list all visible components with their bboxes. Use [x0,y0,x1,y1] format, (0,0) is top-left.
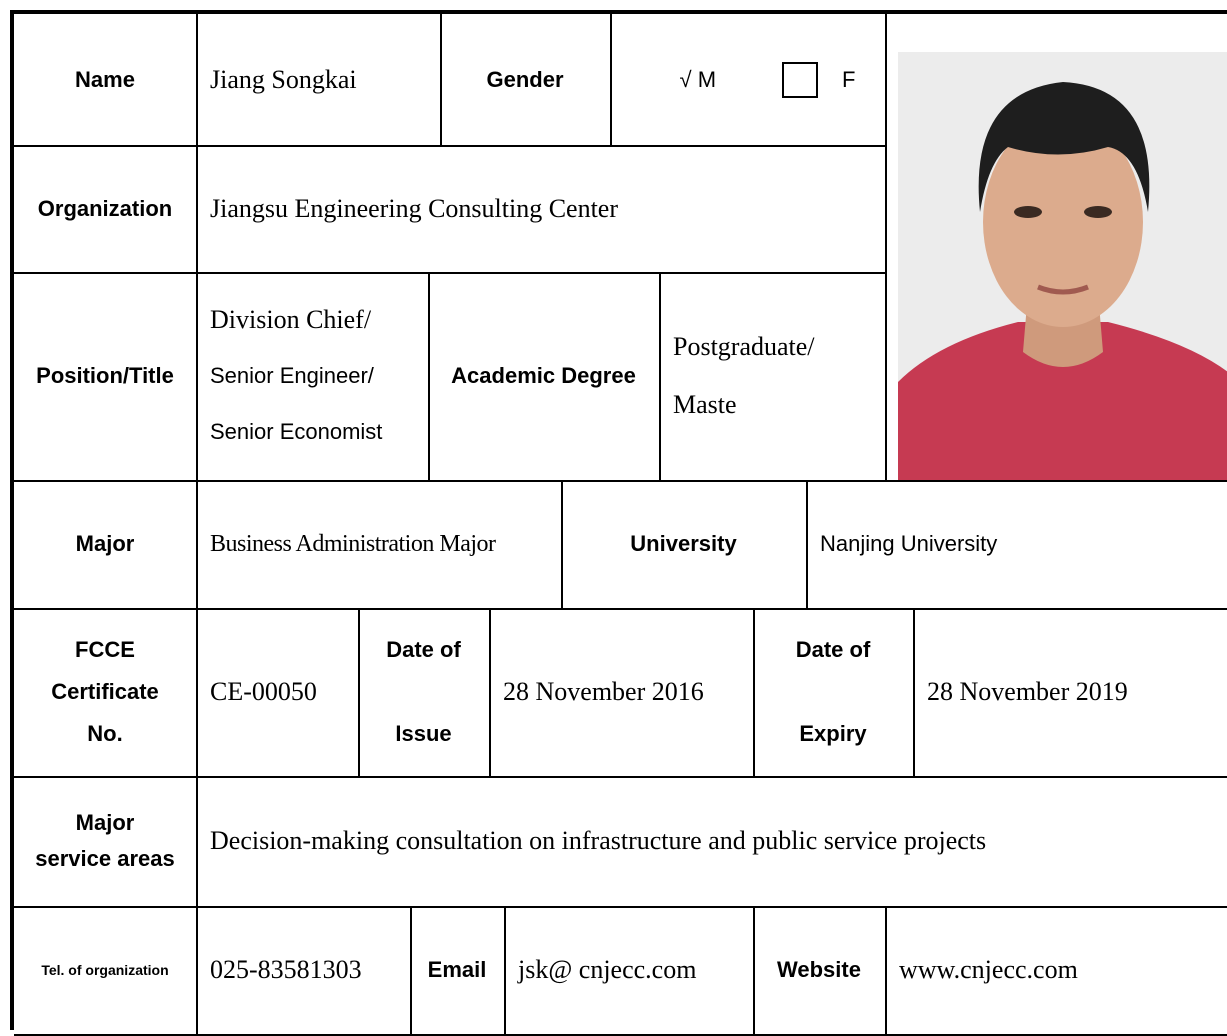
value: Decision-making consultation on infrastr… [196,776,1227,908]
text: √ M [679,66,717,92]
text: Senior Engineer/ [210,363,374,388]
label: Major [14,480,198,610]
checkbox [782,61,819,98]
text: Tel. of organization [41,962,169,978]
text: Gender [486,66,564,92]
text: Organization [37,195,173,221]
value: Division Chief/ Senior Engineer/ Senior … [196,272,430,482]
text: Division Chief/ [210,305,372,334]
text: Major [75,531,135,556]
value: www.cnjecc.com [885,906,1227,1036]
label: Major service areas [14,776,198,908]
text: Nanjing University [820,531,998,556]
text: Major [75,810,135,835]
value: Postgraduate/ Maste [659,272,887,482]
text: 28 November 2016 [503,677,704,706]
text: Position/Title [36,363,174,388]
text: Email [427,957,487,982]
form-frame [10,10,1227,1030]
value: 28 November 2019 [913,608,1227,778]
text: Jiang Songkai [210,64,357,94]
text: Certificate [51,679,159,704]
label: University [561,480,808,610]
text: Date of [386,637,461,662]
label: Email [410,906,506,1036]
text: Academic Degree [451,363,636,388]
value: CE-00050 [196,608,360,778]
text: www.cnjecc.com [899,955,1078,984]
text: No. [87,721,123,746]
label: Organization [14,145,198,274]
value: Jiang Songkai [196,14,442,147]
text: CE-00050 [210,677,317,706]
text: Website [777,957,861,982]
value: 28 November 2016 [489,608,755,778]
text: Name [75,66,135,92]
value: Business Administration Major [196,480,563,610]
value: √ M F [610,14,887,147]
text: 28 November 2019 [927,677,1128,706]
label: Website [753,906,887,1036]
label: Name [14,14,198,147]
text: Business Administration Major [210,530,496,557]
text: Maste [673,390,737,419]
text: Expiry [799,721,867,746]
text: jsk@ cnjecc.com [518,955,697,984]
text: F [842,66,856,92]
value: Jiangsu Engineering Consulting Center [196,145,887,274]
label: Date of Issue [358,608,491,778]
text: Issue [395,721,452,746]
value: jsk@ cnjecc.com [504,906,755,1036]
text: Jiangsu Engineering Consulting Center [210,193,619,223]
photo [898,52,1227,480]
label: Date of Expiry [753,608,915,778]
label: FCCE Certificate No. [14,608,198,778]
text: Decision-making consultation on infrastr… [210,826,987,855]
label: Gender [440,14,612,147]
label: Academic Degree [428,272,661,482]
text: FCCE [75,637,135,662]
value: Nanjing University [806,480,1227,610]
photo-cell [885,14,1227,482]
text: Postgraduate/ [673,332,815,361]
label: Tel. of organization [14,906,198,1036]
text: Senior Economist [210,419,383,444]
text: Date of [795,637,871,662]
label: Position/Title [14,272,198,482]
text: 025-83581303 [210,955,362,984]
value: 025-83581303 [196,906,412,1036]
text: University [630,531,737,556]
text: service areas [35,846,175,871]
